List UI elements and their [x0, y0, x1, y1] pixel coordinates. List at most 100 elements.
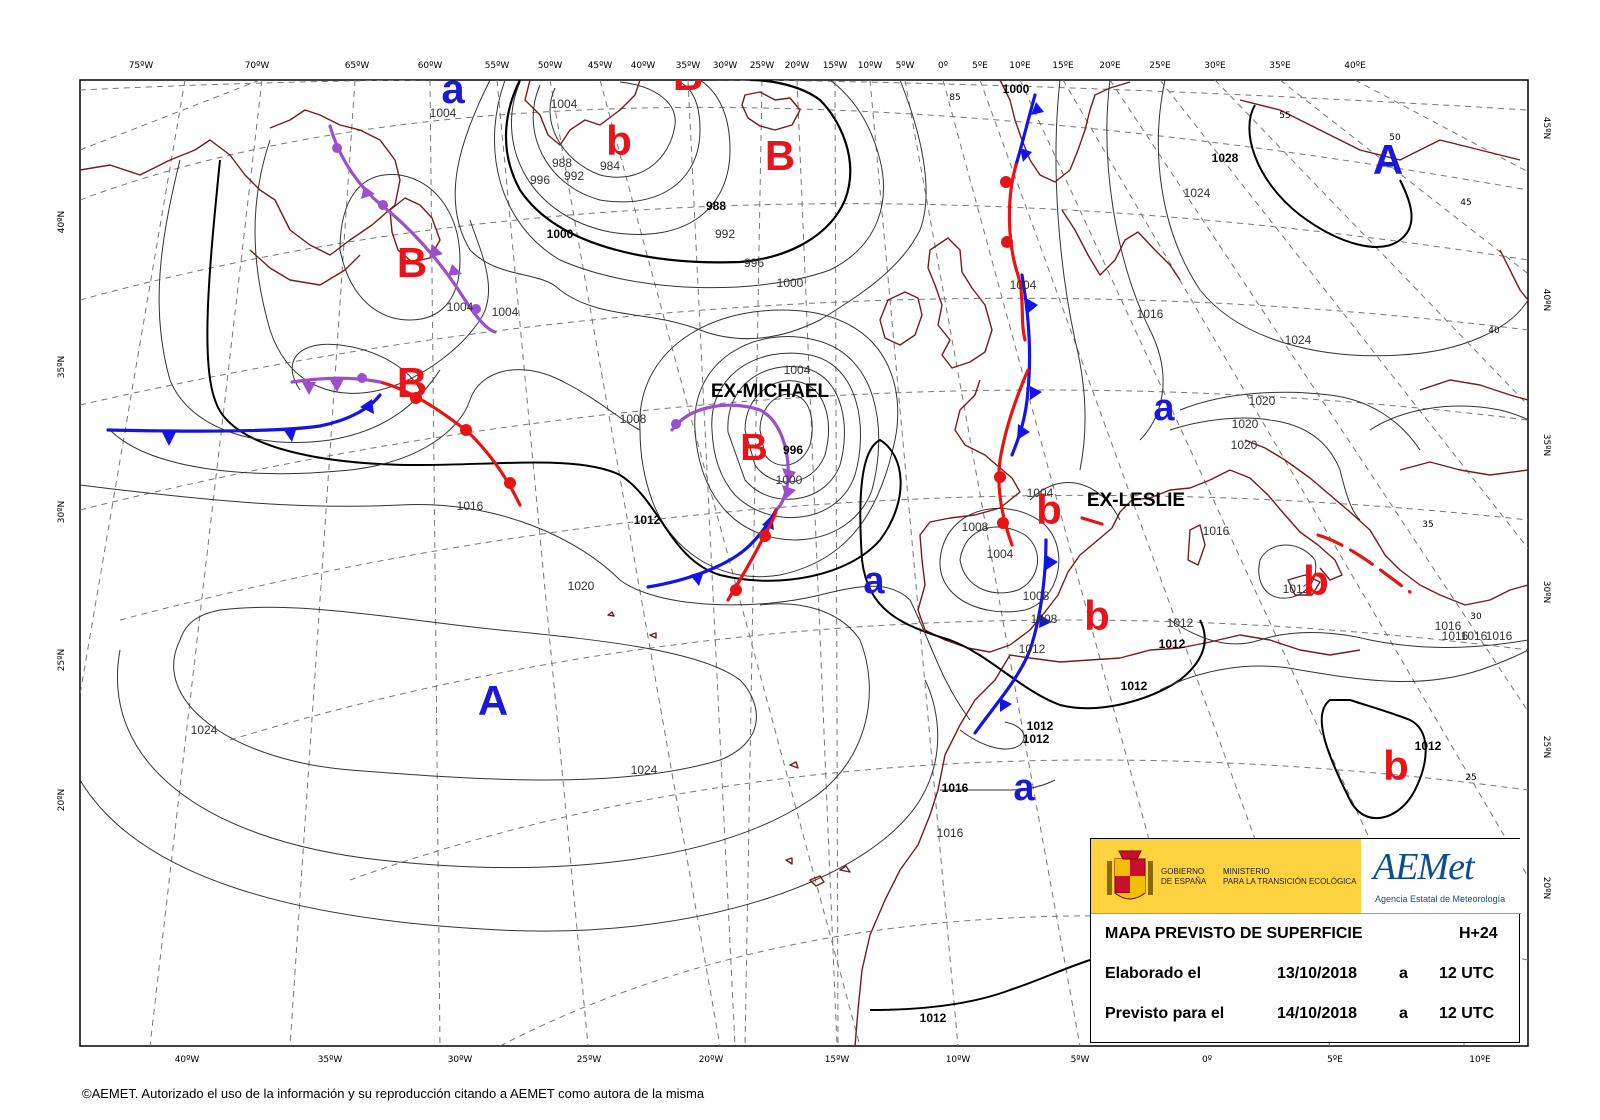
coast-africa-north [1009, 634, 1361, 663]
isobar-value: 1016 [942, 781, 969, 795]
meridian [1019, 80, 1466, 1046]
coast-caspian [1499, 249, 1528, 301]
warm-front-semicircle [759, 530, 771, 542]
isobar-value: 1024 [191, 723, 218, 737]
coast-black-sea [1419, 379, 1528, 401]
isobar [80, 679, 939, 932]
inner-lat-label: 55 [1279, 111, 1290, 121]
aemet-subtitle: Agencia Estatal de Meteorología [1375, 894, 1506, 904]
inner-lat-label: 50 [1389, 133, 1401, 143]
isobar [173, 606, 757, 781]
left-lat-label: 25ºN [57, 649, 67, 671]
top-lon-label: 65ºW [345, 61, 370, 71]
occluded-front-triangle [361, 186, 375, 199]
bottom-lon-label: 35ºW [318, 1055, 343, 1065]
isobar-bold [1320, 699, 1427, 819]
coast-canaries [789, 761, 851, 887]
isobar [939, 779, 1056, 791]
cold-front-triangle [1030, 386, 1042, 400]
relative-high-label: a [1013, 767, 1035, 809]
occluded-front-triangle [429, 244, 443, 258]
isobar [1169, 417, 1361, 521]
isobar [744, 380, 829, 483]
isobar-value: 1024 [1285, 333, 1312, 347]
top-lon-label: 70ºW [245, 61, 270, 71]
isobar-value: 1020 [1231, 438, 1258, 452]
isobar [1106, 80, 1164, 441]
top-longitude-labels: 75ºW 70ºW 65ºW 60ºW 55ºW 50ºW 45ºW 40ºW 35ºW 30ºW… [129, 61, 1366, 71]
isobar [959, 721, 1025, 750]
inner-latitude-labels: 85 55 50 45 40 35 30 25 [949, 93, 1500, 783]
isobar-bold [504, 80, 852, 264]
isobar-bold [869, 959, 1091, 1011]
coast-nova-scotia [249, 249, 361, 286]
meridian [687, 80, 736, 1046]
low-pressure-label: B [397, 239, 427, 286]
isobar-value: 1016 [457, 499, 484, 513]
ministry-line1: MINISTERIO [1223, 867, 1270, 876]
storm-name-labels: EX-MICHAEL EX-LESLIE [711, 381, 1185, 511]
isobar-value: 1016 [1442, 629, 1469, 643]
trough-line [1316, 533, 1412, 594]
isobar-value: 1012 [1167, 616, 1194, 630]
inner-lat-label: 45 [1460, 198, 1471, 208]
isobar-value: 1020 [1249, 394, 1276, 408]
cold-front-triangle [360, 399, 374, 414]
gov-line1: GOBIERNO [1161, 867, 1205, 876]
isobar-bold [206, 159, 1206, 710]
relative-low-label: b [1303, 557, 1329, 604]
low-pressure-label: B [740, 427, 767, 469]
fronts [106, 93, 1412, 735]
top-lon-label: 30ºW [713, 61, 738, 71]
map-title: MAPA PREVISTO DE SUPERFICIE [1105, 925, 1363, 942]
inner-lat-label: 25 [1465, 773, 1476, 783]
top-lon-label: 40ºE [1344, 61, 1366, 71]
meridian [496, 80, 589, 1046]
isobar [549, 81, 676, 178]
isobar-value: 996 [530, 173, 550, 187]
inner-lat-label: 30 [1470, 612, 1482, 622]
cold-front-triangle [1026, 298, 1038, 314]
top-lon-label: 10ºW [858, 61, 883, 71]
elaborated-label: Elaborado el [1105, 965, 1202, 982]
right-lat-label: 40ºN [1541, 289, 1551, 311]
meridian [1159, 80, 1528, 550]
isobar [158, 159, 441, 443]
top-lon-label: 15ºE [1052, 61, 1074, 71]
ministry-line2: PARA LA TRANSICIÓN ECOLÓGICA [1223, 877, 1357, 886]
bottom-lon-label: 15ºW [825, 1055, 850, 1065]
isobar-value: 1008 [1031, 612, 1058, 626]
occluded-front-semicircle [332, 143, 342, 153]
isobar [711, 352, 861, 519]
isobar [694, 336, 880, 541]
top-lon-label: 5ºW [896, 61, 915, 71]
isobar-value: 1004 [987, 547, 1014, 561]
gov-line2: DE ESPAÑA [1161, 877, 1207, 886]
parallel [80, 389, 1528, 511]
isobar-value: 1000 [1003, 82, 1030, 96]
isobar-value: 1012 [1283, 582, 1310, 596]
isobar [494, 80, 884, 289]
cold-front-triangle [1031, 102, 1044, 115]
coast-italy [1229, 469, 1343, 581]
isobar [1258, 544, 1317, 599]
coast-greenland [524, 80, 641, 146]
relative-low-label: b [1383, 742, 1409, 789]
meridian [796, 80, 838, 1046]
isobars [80, 80, 1528, 1011]
warm-front-semicircle [994, 471, 1006, 483]
isobar-value: 1012 [1159, 637, 1186, 651]
isobar [1029, 482, 1121, 521]
isobar-value: 1012 [1023, 732, 1050, 746]
bottom-lon-label: 5ºW [1071, 1055, 1090, 1065]
storm-name-label: EX-LESLIE [1087, 490, 1185, 511]
pressure-system-labels: B B B B Bb b b b b A Aa a a a [397, 80, 1409, 809]
isobar [291, 343, 421, 391]
left-lat-label: 40ºN [57, 211, 67, 233]
right-lat-label: 45ºN [1541, 117, 1551, 139]
isobar [1159, 649, 1528, 691]
isobar [1179, 391, 1421, 451]
isobar-value: 1004 [447, 300, 474, 314]
coast-africa-west [854, 654, 1011, 1046]
isobar-value: 988 [552, 156, 572, 170]
